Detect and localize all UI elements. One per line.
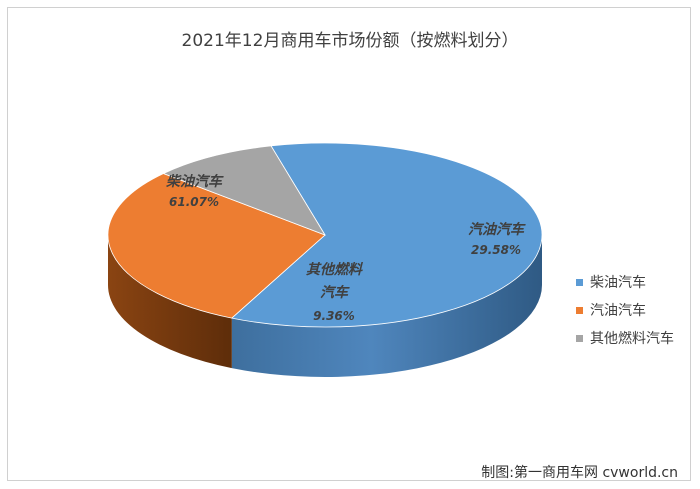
slice-value-diesel: 61.07% — [169, 195, 219, 209]
legend-swatch-gasoline — [576, 306, 583, 314]
pie-slice-other — [162, 145, 326, 236]
legend-swatch-diesel — [576, 278, 583, 286]
slice-label-other: 其他燃料 — [306, 261, 364, 278]
chart-title: 2021年12月商用车市场份额（按燃料划分） — [181, 31, 519, 51]
pie-side-gasoline — [108, 235, 232, 369]
credit-text: 制图:第一商用车网 cvworld.cn — [481, 465, 678, 481]
legend-item-diesel: 柴油汽车 — [576, 268, 674, 296]
pie-slice-diesel — [230, 142, 543, 328]
legend-label-other: 其他燃料汽车 — [590, 331, 674, 347]
legend-item-gasoline: 汽油汽车 — [576, 296, 674, 324]
slice-value-gasoline: 29.58% — [471, 243, 521, 257]
legend: 柴油汽车 汽油汽车 其他燃料汽车 — [576, 268, 674, 352]
legend-label-gasoline: 汽油汽车 — [590, 303, 646, 319]
pie-slice-gasoline — [107, 173, 326, 319]
legend-item-other: 其他燃料汽车 — [576, 324, 674, 352]
slice-label-other: 汽车 — [320, 284, 350, 301]
slice-value-other: 9.36% — [313, 309, 355, 323]
legend-swatch-other — [576, 334, 583, 342]
slice-label-gasoline: 汽油汽车 — [468, 221, 526, 238]
pie-side-diesel — [231, 235, 542, 377]
slice-label-diesel: 柴油汽车 — [166, 173, 224, 190]
legend-label-diesel: 柴油汽车 — [590, 275, 646, 291]
